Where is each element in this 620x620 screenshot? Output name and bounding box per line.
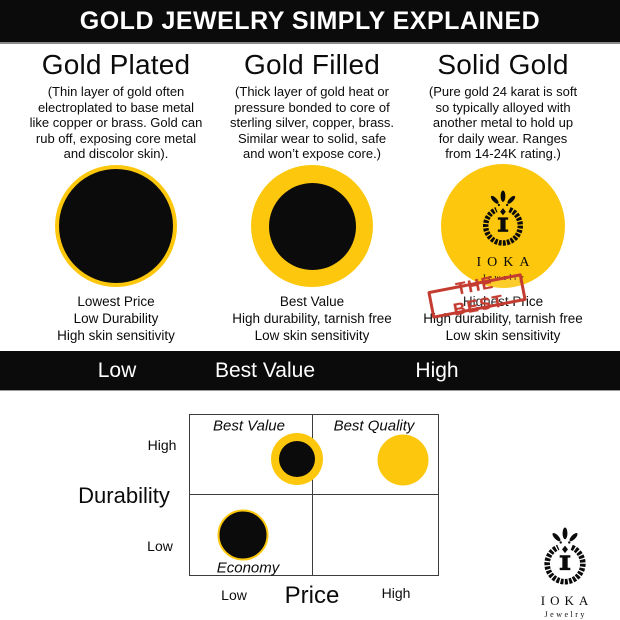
- features-list: Highest Price High durability, tarnish f…: [423, 294, 583, 343]
- circle-box: [6, 162, 226, 290]
- title-bar: GOLD JEWELRY SIMPLY EXPLAINED: [0, 0, 620, 44]
- y-axis-label: Durability: [78, 483, 170, 508]
- ioka-crest-icon: [477, 190, 529, 253]
- quadrant-label-best-quality: Best Quality: [333, 417, 415, 435]
- marker-solid-gold-best-quality: [377, 434, 429, 486]
- marker-core: [279, 441, 315, 477]
- scale-label-best-value: Best Value: [214, 358, 316, 382]
- gridline-horizontal: [189, 494, 439, 495]
- base-metal-core: [268, 182, 356, 270]
- column-description: (Thin layer of gold often electroplated …: [29, 84, 203, 161]
- ioka-crest-icon: [538, 527, 592, 592]
- features-list: Lowest Price Low Durability High skin se…: [57, 294, 175, 343]
- features-list: Best Value High durability, tarnish free…: [232, 294, 392, 343]
- gridline-vertical: [312, 414, 313, 576]
- solid-gold-circle-icon: IOKA Jewelry: [441, 164, 565, 288]
- quadrant-label-best-value: Best Value: [213, 417, 285, 435]
- y-tick-low: Low: [147, 538, 173, 554]
- ioka-brand-logo: IOKA Jewelry: [522, 527, 607, 619]
- logo-subtitle: Jewelry: [482, 272, 527, 282]
- column-solid-gold: Solid Gold (Pure gold 24 karat is soft s…: [393, 50, 613, 344]
- page-title: GOLD JEWELRY SIMPLY EXPLAINED: [79, 6, 541, 35]
- circle-box: IOKA Jewelry THE BEST: [393, 162, 613, 320]
- marker-gold-filled-best-value: [271, 433, 323, 485]
- logo-subtitle: Jewelry: [544, 610, 587, 619]
- quadrant-label-economy: Economy: [216, 559, 280, 577]
- column-heading: Gold Filled: [243, 49, 381, 80]
- x-tick-high: High: [381, 585, 411, 601]
- circle-box: [202, 162, 422, 290]
- marker-gold-plated-economy: [217, 509, 269, 561]
- logo-name: IOKA: [476, 255, 536, 270]
- y-tick-high: High: [147, 437, 177, 453]
- logo-name: IOKA: [540, 593, 594, 608]
- chart-grid-border: [189, 414, 439, 576]
- column-heading: Solid Gold: [437, 49, 569, 80]
- scale-label-low: Low: [97, 358, 137, 382]
- scale-label-high: High: [415, 358, 459, 382]
- gold-filled-circle-icon: [251, 165, 373, 287]
- column-description: (Pure gold 24 karat is soft so typically…: [428, 84, 578, 161]
- column-description: (Thick layer of gold heat or pressure bo…: [229, 84, 395, 161]
- gold-plated-circle-icon: [55, 165, 177, 287]
- column-gold-filled: Gold Filled (Thick layer of gold heat or…: [202, 50, 422, 344]
- x-tick-low: Low: [221, 587, 247, 603]
- value-scale-bar: Low Best Value High: [0, 351, 620, 391]
- column-heading: Gold Plated: [41, 49, 191, 80]
- x-axis-label: Price: [284, 582, 340, 609]
- column-gold-plated: Gold Plated (Thin layer of gold often el…: [6, 50, 226, 344]
